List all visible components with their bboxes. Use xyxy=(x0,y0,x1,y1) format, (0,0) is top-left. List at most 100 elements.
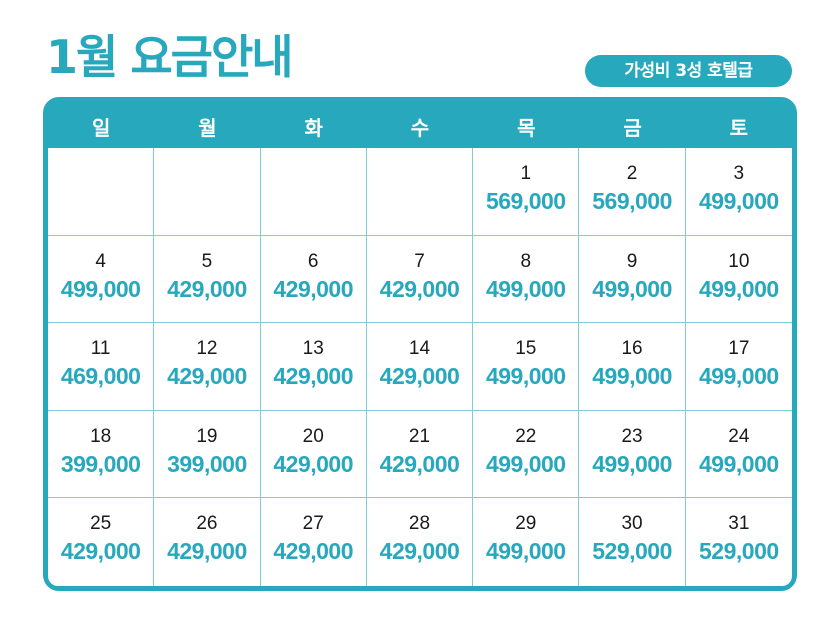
day-price: 429,000 xyxy=(167,363,247,390)
calendar-day-cell: 20 429,000 xyxy=(260,410,367,499)
day-number: 17 xyxy=(728,338,750,360)
weekday-sat: 토 xyxy=(729,116,749,140)
calendar-day-cell: 3 499,000 xyxy=(685,148,792,236)
day-number: 16 xyxy=(621,338,643,360)
day-price: 529,000 xyxy=(592,538,672,565)
weekday-header: 일 월 화 수 목 금 토 xyxy=(48,102,792,148)
page-title: 1월 요금안내 xyxy=(46,30,294,84)
calendar-empty-cell xyxy=(366,148,474,236)
day-number: 13 xyxy=(302,338,324,360)
day-number: 18 xyxy=(90,425,112,447)
day-number: 8 xyxy=(520,250,532,272)
calendar-day-cell: 25 429,000 xyxy=(48,498,155,586)
day-price: 499,000 xyxy=(485,538,566,565)
calendar-day-cell: 4 499,000 xyxy=(48,235,155,324)
calendar-empty-cell xyxy=(48,148,155,236)
calendar-day-cell: 13 429,000 xyxy=(260,323,367,411)
day-number: 21 xyxy=(408,425,431,447)
day-number: 19 xyxy=(196,425,218,447)
day-price: 429,000 xyxy=(273,450,354,477)
day-price: 499,000 xyxy=(699,275,779,302)
calendar-day-cell: 1 569,000 xyxy=(473,148,580,236)
day-price: 429,000 xyxy=(379,363,460,390)
day-price: 429,000 xyxy=(273,538,354,565)
day-price: 499,000 xyxy=(592,363,672,390)
calendar-day-cell: 26 429,000 xyxy=(154,498,261,586)
day-number: 22 xyxy=(515,425,537,447)
day-number: 15 xyxy=(515,338,537,360)
day-price: 429,000 xyxy=(167,538,247,565)
day-number: 6 xyxy=(307,250,319,272)
day-price: 499,000 xyxy=(485,275,566,302)
calendar-day-cell: 17 499,000 xyxy=(685,323,792,411)
calendar-day-cell: 2 569,000 xyxy=(579,148,686,236)
day-number: 7 xyxy=(414,250,425,272)
calendar-day-cell: 10 499,000 xyxy=(685,236,792,324)
calendar-day-cell: 15 499,000 xyxy=(473,323,580,411)
day-price: 469,000 xyxy=(60,363,141,390)
weekday-fri: 금 xyxy=(623,116,642,140)
day-number: 29 xyxy=(515,513,537,535)
day-price: 499,000 xyxy=(699,188,779,214)
day-number: 4 xyxy=(95,250,106,272)
calendar-day-cell: 11 469,000 xyxy=(48,323,155,411)
weekday-tue: 화 xyxy=(304,116,323,140)
day-price: 399,000 xyxy=(60,450,141,477)
day-number: 2 xyxy=(626,163,638,184)
calendar-day-cell: 16 499,000 xyxy=(579,323,686,411)
calendar-day-cell: 27 429,000 xyxy=(261,498,367,586)
day-number: 14 xyxy=(408,338,431,360)
day-price: 499,000 xyxy=(60,275,141,302)
day-number: 30 xyxy=(621,513,643,535)
calendar-day-cell: 22 499,000 xyxy=(473,410,580,499)
calendar-day-cell: 12 429,000 xyxy=(154,323,261,411)
day-number: 5 xyxy=(201,250,213,272)
day-price: 429,000 xyxy=(60,538,141,565)
day-price: 499,000 xyxy=(592,275,672,302)
day-price: 569,000 xyxy=(592,188,672,214)
day-price: 429,000 xyxy=(167,275,247,302)
calendar-day-cell: 9 499,000 xyxy=(579,235,686,324)
day-price: 499,000 xyxy=(485,363,566,390)
day-price: 399,000 xyxy=(167,450,247,477)
day-price: 499,000 xyxy=(699,450,779,477)
day-number: 27 xyxy=(302,513,324,535)
weekday-mon: 월 xyxy=(198,116,217,140)
day-price: 569,000 xyxy=(485,188,566,214)
day-number: 1 xyxy=(520,163,532,184)
calendar-day-cell: 18 399,000 xyxy=(48,410,155,499)
day-number: 25 xyxy=(90,513,112,535)
day-number: 23 xyxy=(621,425,643,447)
calendar-day-cell: 5 429,000 xyxy=(154,235,261,324)
calendar-day-cell: 31 529,000 xyxy=(686,498,792,586)
calendar-empty-cell xyxy=(154,148,261,236)
day-price: 499,000 xyxy=(592,450,672,477)
day-number: 26 xyxy=(196,513,218,535)
day-number: 3 xyxy=(733,163,745,184)
day-price: 429,000 xyxy=(379,538,460,565)
day-price: 429,000 xyxy=(379,450,460,477)
calendar-day-cell: 6 429,000 xyxy=(260,235,367,324)
price-calendar: 일 월 화 수 목 금 토 1 569,000 2 569,000 3 499,000 4 4… xyxy=(43,97,797,591)
day-number: 31 xyxy=(728,513,750,535)
day-number: 10 xyxy=(728,250,750,272)
calendar-day-cell: 7 429,000 xyxy=(366,235,474,324)
day-price: 429,000 xyxy=(273,363,354,390)
calendar-day-cell: 8 499,000 xyxy=(473,235,580,324)
day-number: 28 xyxy=(408,513,431,535)
calendar-empty-cell xyxy=(260,148,367,236)
day-price: 529,000 xyxy=(699,538,779,565)
day-price: 499,000 xyxy=(485,450,566,477)
day-price: 429,000 xyxy=(273,275,354,302)
calendar-grid: 1 569,000 2 569,000 3 499,000 4 499,000 5 429,000… xyxy=(48,148,792,586)
calendar-day-cell: 19 399,000 xyxy=(154,410,261,499)
day-number: 9 xyxy=(626,250,638,272)
calendar-day-cell: 23 499,000 xyxy=(579,410,686,499)
weekday-wed: 수 xyxy=(410,116,430,140)
day-number: 12 xyxy=(196,338,218,360)
day-number: 11 xyxy=(90,338,111,360)
day-price: 499,000 xyxy=(699,363,779,390)
calendar-day-cell: 24 499,000 xyxy=(685,411,792,499)
weekday-thu: 목 xyxy=(517,116,536,140)
